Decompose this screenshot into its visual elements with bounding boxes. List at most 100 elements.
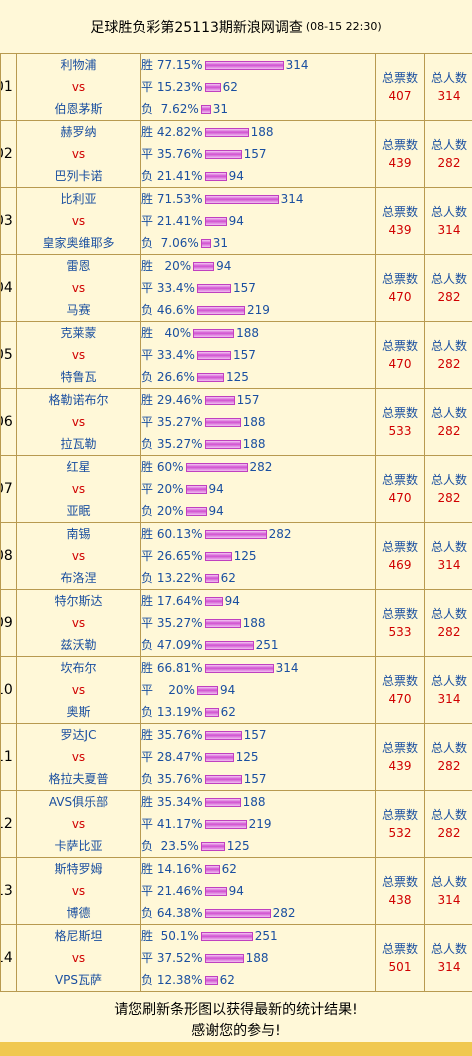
teams-cell: 赫罗纳 vs 巴列卡诺: [16, 120, 141, 188]
win-count: 314: [275, 661, 299, 675]
refresh-notice: 请您刷新条形图以获得最新的统计结果!: [114, 1002, 358, 1018]
total-people-label: 总人数: [430, 138, 467, 152]
away-team[interactable]: 特鲁瓦: [60, 370, 97, 384]
away-team[interactable]: 卡萨比亚: [54, 839, 103, 853]
home-team[interactable]: 克莱蒙: [60, 326, 97, 340]
total-votes-value: 438: [388, 893, 412, 907]
away-team[interactable]: 伯恩茅斯: [54, 102, 103, 116]
total-votes-cell: 总票数 470: [375, 656, 425, 724]
away-team[interactable]: 亚眠: [66, 504, 91, 518]
home-team[interactable]: 南锡: [66, 527, 91, 541]
draw-percent: 平 35.27%: [141, 616, 203, 630]
home-team[interactable]: 格尼斯坦: [54, 929, 103, 943]
draw-result-line: 平 20% 94: [141, 478, 375, 500]
total-people-value: 314: [437, 558, 461, 572]
loss-percent: 负 64.38%: [141, 906, 203, 920]
match-number: 06: [2, 414, 13, 430]
away-team[interactable]: 拉瓦勒: [60, 437, 97, 451]
total-people-label: 总人数: [430, 339, 467, 353]
loss-result-line: 负 35.76% 157: [141, 768, 375, 790]
match-number: 10: [2, 682, 13, 698]
draw-bar: [204, 82, 221, 92]
away-team[interactable]: 布洛涅: [60, 571, 97, 585]
away-team[interactable]: 皇家奥维耶多: [42, 236, 115, 250]
total-votes-cell: 总票数 533: [375, 388, 425, 456]
win-result-line: 胜 35.34% 188: [141, 791, 375, 813]
vs-label: vs: [71, 281, 86, 295]
home-team[interactable]: 利物浦: [60, 58, 97, 72]
loss-result-line: 负 7.62% 31: [141, 98, 375, 120]
total-people-label: 总人数: [430, 942, 467, 956]
home-team[interactable]: AVS俱乐部: [48, 795, 109, 809]
win-count: 188: [236, 326, 260, 340]
home-team[interactable]: 格勒诺布尔: [48, 393, 109, 407]
total-votes-cell: 总票数 439: [375, 723, 425, 791]
draw-count: 94: [208, 482, 224, 496]
home-team[interactable]: 红星: [66, 460, 91, 474]
total-votes-value: 533: [388, 625, 412, 639]
match-row: 12 AVS俱乐部 vs 卡萨比亚 胜 35.34% 188 平 41.17% 219 负 23…: [0, 790, 472, 858]
total-votes-cell: 总票数 470: [375, 321, 425, 389]
result-bars-cell: 胜 40% 188 平 33.4% 157 负 26.6% 125: [140, 321, 376, 389]
loss-percent: 负 20%: [141, 504, 184, 518]
loss-result-line: 负 23.5% 125: [141, 835, 375, 857]
win-result-line: 胜 77.15% 314: [141, 54, 375, 76]
loss-count: 125: [225, 370, 249, 384]
draw-count: 62: [222, 80, 238, 94]
away-team[interactable]: 格拉夫夏普: [48, 772, 109, 786]
win-count: 94: [216, 259, 232, 273]
total-votes-value: 470: [388, 290, 412, 304]
home-team[interactable]: 雷恩: [66, 259, 91, 273]
survey-table: 01 利物浦 vs 伯恩茅斯 胜 77.15% 314 平 15.23% 62 负 7.62% 3…: [0, 53, 472, 992]
win-result-line: 胜 35.76% 157: [141, 724, 375, 746]
win-count: 282: [249, 460, 273, 474]
home-team[interactable]: 比利亚: [60, 192, 97, 206]
away-team[interactable]: 马赛: [66, 303, 91, 317]
loss-bar: [204, 171, 227, 181]
away-team[interactable]: 博德: [66, 906, 91, 920]
total-people-cell: 总人数 282: [424, 321, 472, 389]
win-result-line: 胜 29.46% 157: [141, 389, 375, 411]
draw-percent: 平 20%: [141, 482, 184, 496]
total-people-value: 314: [437, 960, 461, 974]
home-team[interactable]: 罗达JC: [60, 728, 97, 742]
match-row: 14 格尼斯坦 vs VPS瓦萨 胜 50.1% 251 平 37.52% 188 负 12.3…: [0, 924, 472, 992]
loss-percent: 负 35.27%: [141, 437, 203, 451]
footer: 请您刷新条形图以获得最新的统计结果! 感谢您的参与!: [0, 980, 472, 1042]
loss-percent: 负 26.6%: [141, 370, 195, 384]
win-result-line: 胜 60.13% 282: [141, 523, 375, 545]
total-votes-value: 501: [388, 960, 412, 974]
home-team[interactable]: 斯特罗姆: [54, 862, 103, 876]
draw-percent: 平 35.76%: [141, 147, 203, 161]
vs-label: vs: [71, 415, 86, 429]
total-votes-label: 总票数: [381, 540, 418, 554]
survey-time: (08-15 22:30): [305, 20, 382, 33]
match-number: 03: [2, 213, 13, 229]
total-people-label: 总人数: [430, 808, 467, 822]
loss-bar: [204, 774, 242, 784]
away-team[interactable]: 奥斯: [66, 705, 91, 719]
draw-percent: 平 37.52%: [141, 951, 203, 965]
home-team[interactable]: 赫罗纳: [60, 125, 97, 139]
total-votes-value: 469: [388, 558, 412, 572]
away-team[interactable]: VPS瓦萨: [54, 973, 103, 987]
draw-count: 219: [248, 817, 272, 831]
loss-count: 62: [220, 571, 236, 585]
win-percent: 胜 60%: [141, 460, 184, 474]
draw-count: 157: [243, 147, 267, 161]
draw-count: 157: [232, 281, 256, 295]
match-row: 04 雷恩 vs 马赛 胜 20% 94 平 33.4% 157 负 46.6% 219 总票数 47…: [0, 254, 472, 322]
loss-percent: 负 7.06%: [141, 236, 199, 250]
home-team[interactable]: 坎布尔: [60, 661, 97, 675]
result-bars-cell: 胜 66.81% 314 平 20% 94 负 13.19% 62: [140, 656, 376, 724]
win-count: 188: [242, 795, 266, 809]
loss-count: 282: [272, 906, 296, 920]
draw-result-line: 平 35.76% 157: [141, 143, 375, 165]
home-team[interactable]: 特尔斯达: [54, 594, 103, 608]
teams-cell: 克莱蒙 vs 特鲁瓦: [16, 321, 141, 389]
match-number: 02: [2, 146, 13, 162]
away-team[interactable]: 巴列卡诺: [54, 169, 103, 183]
total-votes-label: 总票数: [381, 674, 418, 688]
teams-cell: 比利亚 vs 皇家奥维耶多: [16, 187, 141, 255]
away-team[interactable]: 兹沃勒: [60, 638, 97, 652]
